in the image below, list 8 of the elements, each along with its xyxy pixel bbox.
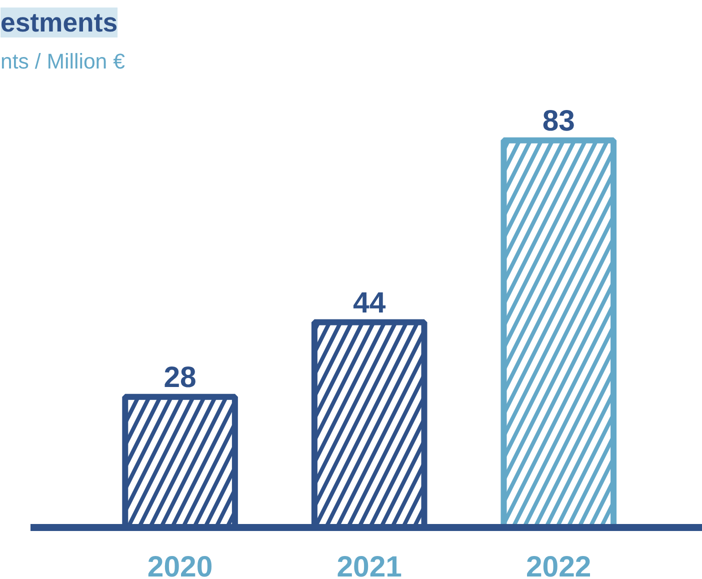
data-label: 28 (164, 360, 196, 394)
x-tick-label: 2020 (147, 550, 213, 579)
data-label: 83 (542, 104, 575, 138)
data-label: 44 (353, 286, 386, 320)
chart-title: estments (0, 8, 118, 38)
chart-subtitle: nts / Million € (0, 50, 126, 74)
x-tick-label: 2021 (336, 550, 402, 579)
x-tick-label: 2022 (526, 550, 592, 579)
